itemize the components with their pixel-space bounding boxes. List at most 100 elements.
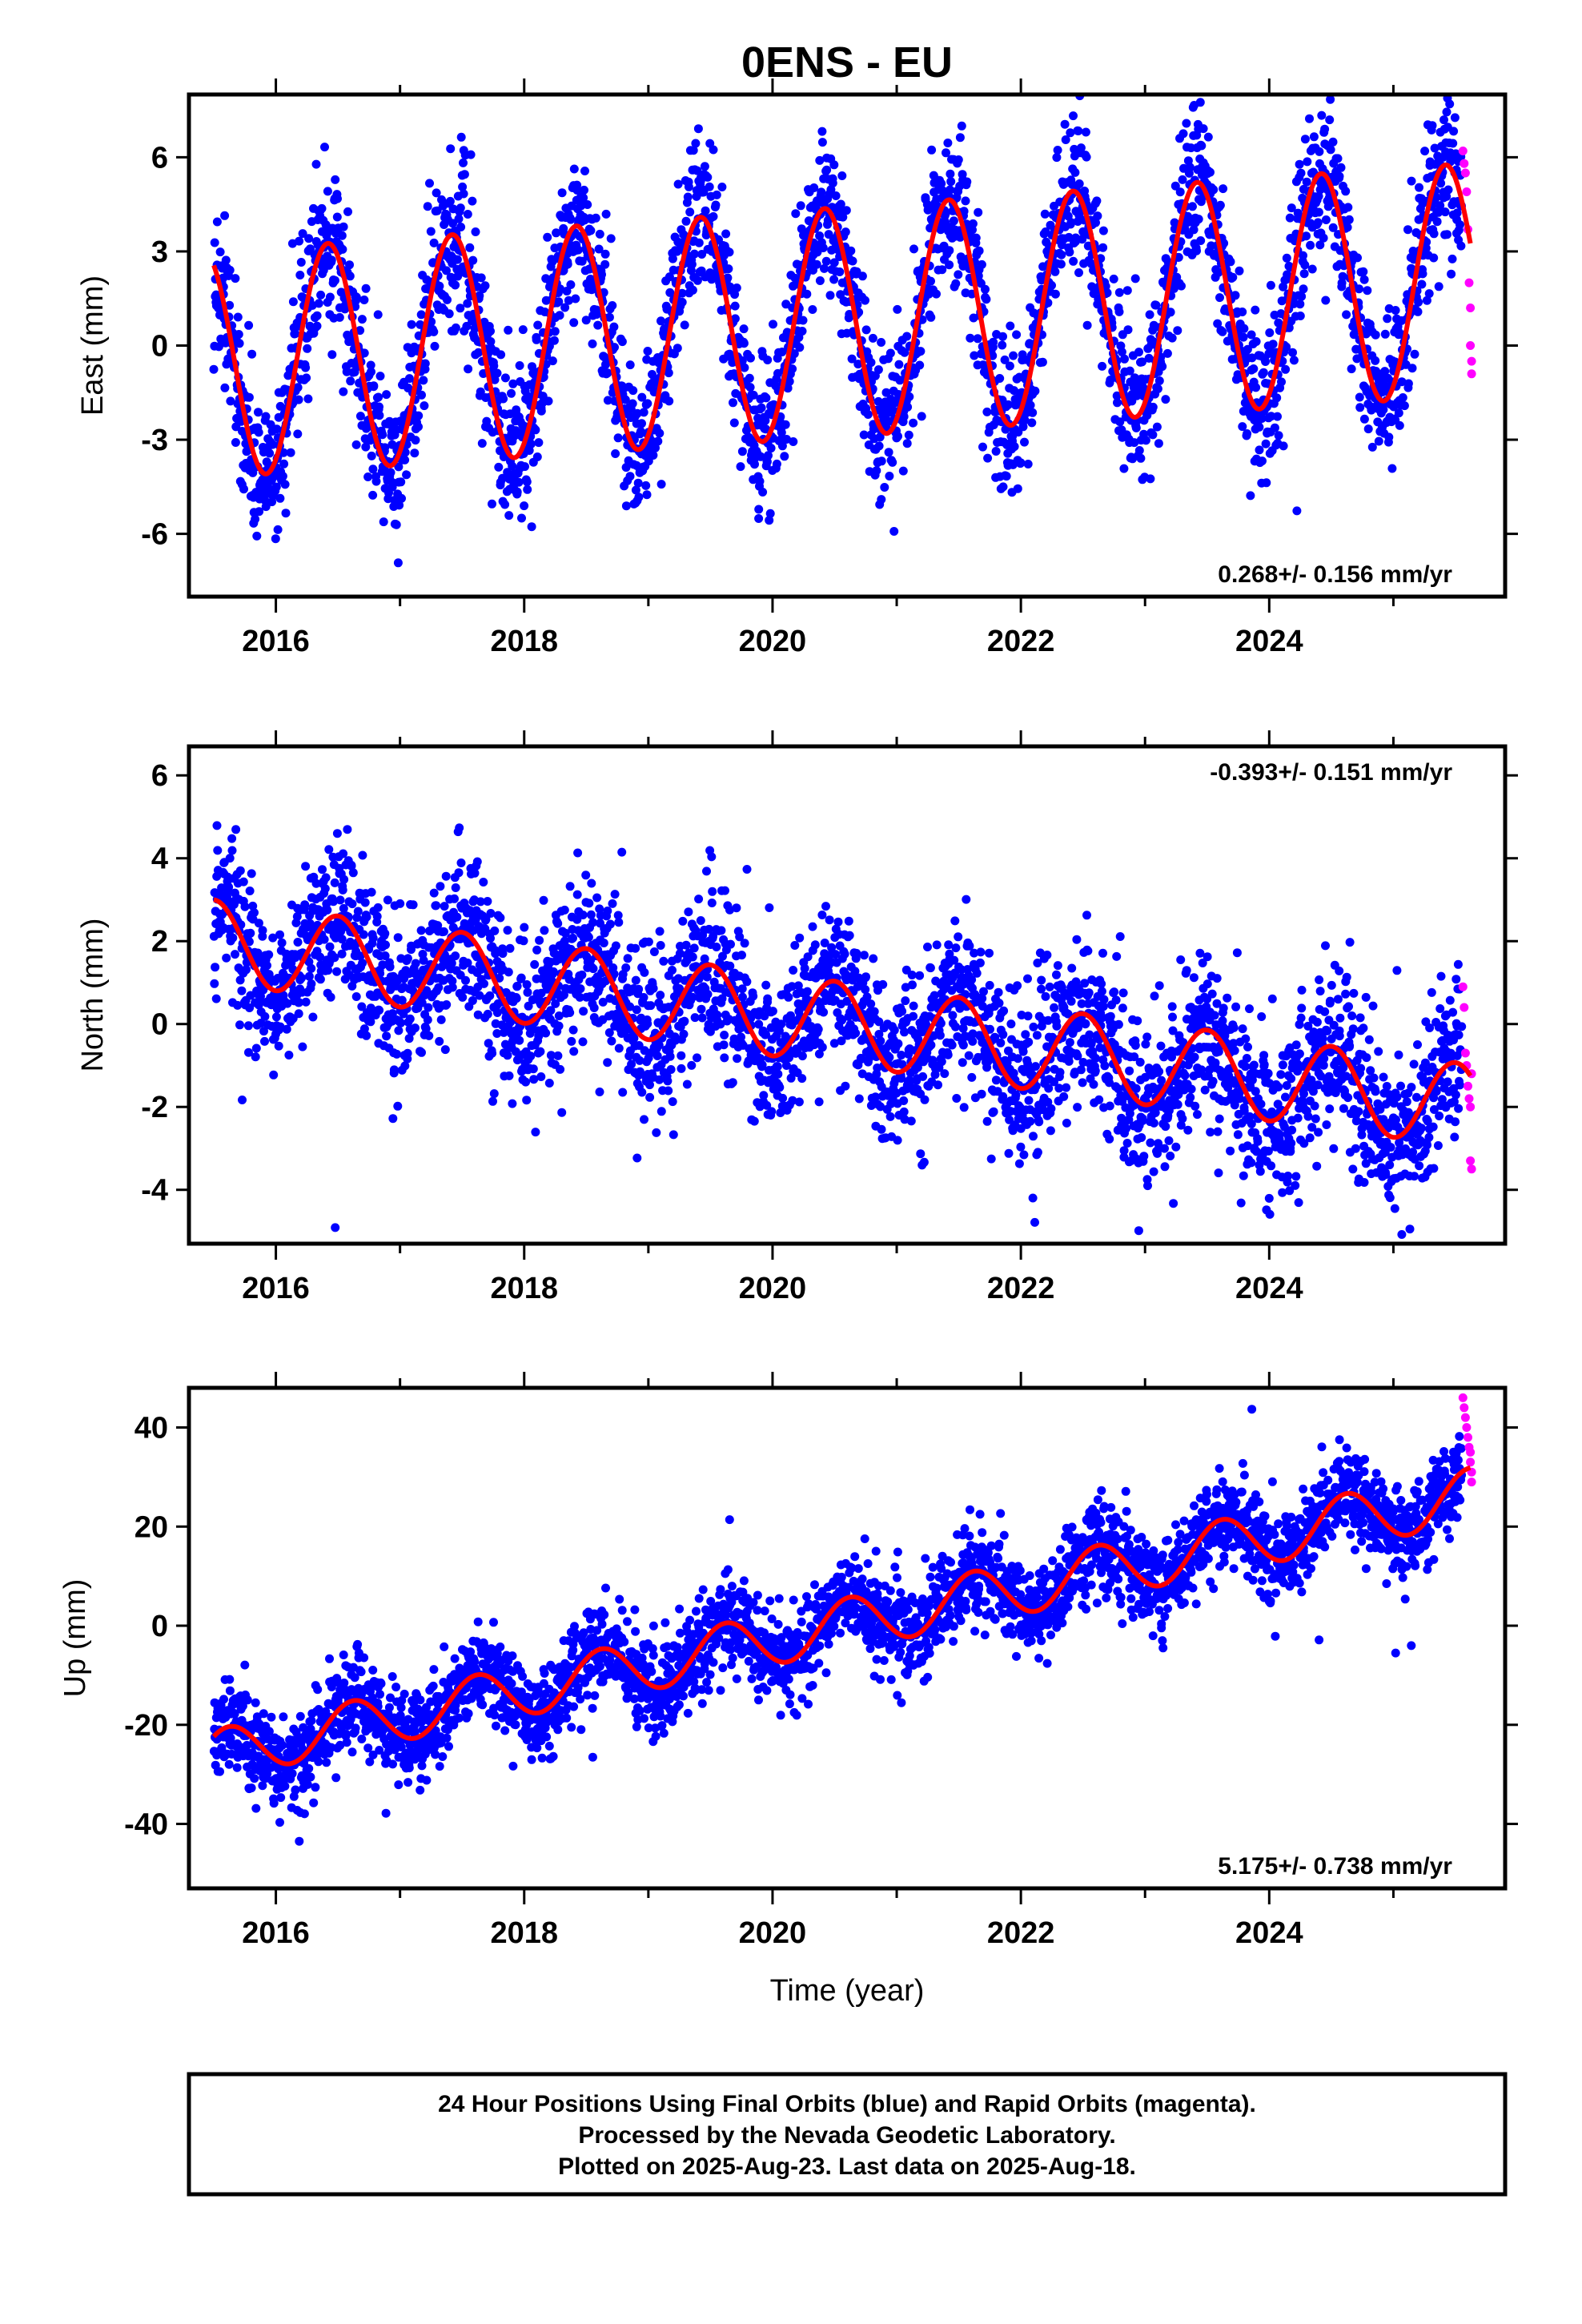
final-orbit-point <box>625 1002 635 1011</box>
final-orbit-point <box>1183 156 1193 166</box>
final-orbit-point <box>742 865 752 874</box>
final-orbit-point <box>411 1023 420 1033</box>
final-orbit-point <box>359 296 369 304</box>
final-orbit-point <box>761 424 770 434</box>
final-orbit-point <box>1363 286 1372 296</box>
final-orbit-point <box>884 448 893 457</box>
final-orbit-point <box>1196 236 1206 245</box>
final-orbit-point <box>1151 300 1161 310</box>
final-orbit-point <box>1336 163 1346 172</box>
final-orbit-point <box>664 368 673 378</box>
final-orbit-point <box>681 216 691 226</box>
final-orbit-point <box>982 295 991 304</box>
final-orbit-point <box>519 936 528 946</box>
final-orbit-point <box>264 950 274 959</box>
final-orbit-point <box>1020 416 1030 425</box>
final-orbit-point <box>369 381 379 391</box>
final-orbit-point <box>946 169 955 179</box>
final-orbit-point <box>312 321 322 331</box>
final-orbit-point <box>684 907 693 917</box>
final-orbit-point <box>1226 257 1235 267</box>
final-orbit-point <box>580 185 588 195</box>
final-orbit-point <box>294 395 303 404</box>
final-orbit-point <box>512 981 522 991</box>
final-orbit-point <box>1130 438 1139 448</box>
final-orbit-point <box>572 890 582 899</box>
final-orbit-point <box>404 374 414 384</box>
final-orbit-point <box>644 937 653 947</box>
final-orbit-point <box>966 333 975 343</box>
final-orbit-point <box>794 1097 804 1107</box>
final-orbit-point <box>784 992 793 1002</box>
final-orbit-point <box>355 326 365 336</box>
final-orbit-point <box>587 879 596 888</box>
final-orbit-point <box>382 1031 391 1041</box>
final-orbit-point <box>452 912 462 922</box>
final-orbit-point <box>835 267 845 276</box>
final-orbit-point <box>442 266 451 275</box>
final-orbit-point <box>968 219 978 228</box>
final-orbit-point <box>1418 269 1427 279</box>
final-orbit-point <box>330 953 339 963</box>
final-orbit-point <box>301 997 311 1007</box>
final-orbit-point <box>424 1031 434 1040</box>
final-orbit-point <box>414 422 423 432</box>
final-orbit-point <box>279 448 288 457</box>
final-orbit-point <box>859 430 869 440</box>
final-orbit-point <box>665 272 674 282</box>
final-orbit-point <box>643 1019 652 1028</box>
final-orbit-point <box>818 243 828 252</box>
final-orbit-point <box>298 229 307 239</box>
final-orbit-point <box>1004 400 1013 409</box>
final-orbit-point <box>357 315 367 324</box>
final-orbit-point <box>1102 288 1112 298</box>
final-orbit-point <box>655 927 665 936</box>
final-orbit-point <box>764 451 773 460</box>
final-orbit-point <box>1326 94 1335 104</box>
final-orbit-point <box>874 441 884 451</box>
final-orbit-point <box>614 918 624 927</box>
final-orbit-point <box>942 148 950 158</box>
final-orbit-point <box>311 879 321 888</box>
final-orbit-point <box>1319 233 1328 243</box>
final-orbit-point <box>1123 325 1133 335</box>
final-orbit-point <box>301 862 311 871</box>
final-orbit-point <box>572 915 582 924</box>
final-orbit-point <box>294 1009 303 1019</box>
final-orbit-point <box>359 1024 369 1034</box>
final-orbit-point <box>1064 232 1074 242</box>
final-orbit-point <box>1020 437 1029 447</box>
final-orbit-point <box>476 897 485 907</box>
final-orbit-point <box>549 948 559 958</box>
final-orbit-point <box>766 444 776 453</box>
final-orbit-point <box>621 963 631 972</box>
final-orbit-point <box>1445 99 1455 109</box>
final-orbit-point <box>576 984 585 994</box>
final-orbit-point <box>689 249 699 259</box>
final-orbit-point <box>902 332 912 341</box>
final-orbit-point <box>609 969 619 979</box>
final-orbit-point <box>1098 361 1107 371</box>
final-orbit-point <box>1355 392 1364 402</box>
final-orbit-point <box>489 1089 499 1099</box>
final-orbit-point <box>1061 135 1070 144</box>
final-orbit-point <box>427 317 436 327</box>
final-orbit-point <box>713 1011 722 1019</box>
final-orbit-point <box>1407 176 1416 186</box>
final-orbit-point <box>739 339 749 348</box>
final-orbit-point <box>1414 297 1423 307</box>
final-orbit-point <box>1355 403 1365 412</box>
final-orbit-point <box>233 312 243 322</box>
final-orbit-point <box>1281 364 1291 374</box>
final-orbit-point <box>861 296 869 305</box>
final-orbit-point <box>263 961 271 971</box>
final-orbit-point <box>668 966 677 975</box>
final-orbit-point <box>632 408 642 418</box>
final-orbit-point <box>1081 127 1090 137</box>
final-orbit-point <box>422 986 432 995</box>
final-orbit-point <box>1122 286 1132 296</box>
final-orbit-point <box>403 954 412 963</box>
final-orbit-point <box>945 260 954 270</box>
final-orbit-point <box>1052 153 1062 163</box>
final-orbit-point <box>1030 386 1040 396</box>
